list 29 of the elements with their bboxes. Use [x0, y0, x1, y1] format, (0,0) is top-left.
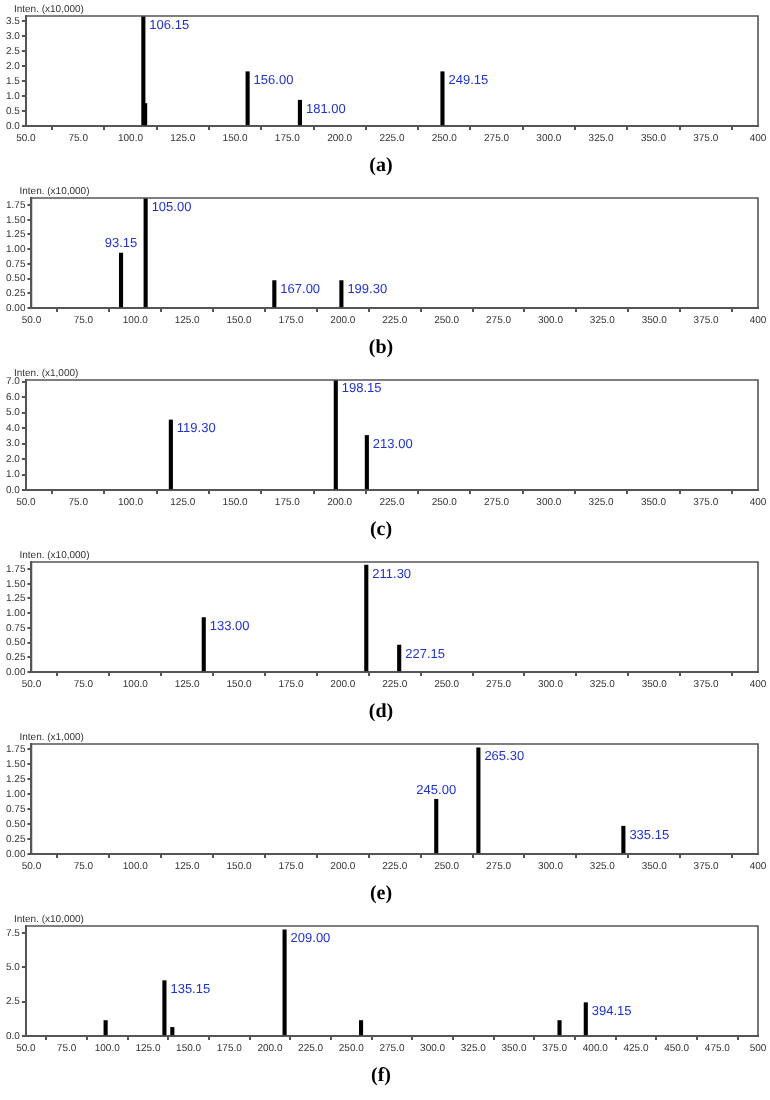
bar	[583, 1002, 588, 1036]
bar	[397, 644, 402, 672]
bar	[440, 71, 445, 126]
text: (d)	[368, 701, 394, 724]
text: (b)	[368, 337, 394, 360]
bar	[201, 617, 206, 672]
bar	[434, 798, 439, 854]
text: (f)	[371, 1065, 391, 1088]
bar	[282, 929, 287, 1036]
bar	[358, 1020, 364, 1036]
bar	[476, 747, 481, 854]
bar	[297, 99, 302, 126]
text: (a)	[369, 155, 393, 178]
text: (e)	[369, 883, 393, 906]
bar	[333, 380, 338, 490]
bar	[118, 252, 124, 308]
bar	[245, 71, 250, 126]
bar	[272, 280, 277, 308]
bar	[364, 435, 369, 490]
bar	[557, 1020, 562, 1036]
text: (c)	[369, 519, 393, 542]
bar	[364, 564, 369, 672]
bar	[168, 419, 173, 490]
bar	[103, 1020, 108, 1036]
bar	[621, 825, 626, 854]
bar	[162, 980, 167, 1036]
bar	[143, 198, 148, 308]
bar	[339, 280, 344, 308]
bar	[170, 1027, 175, 1036]
